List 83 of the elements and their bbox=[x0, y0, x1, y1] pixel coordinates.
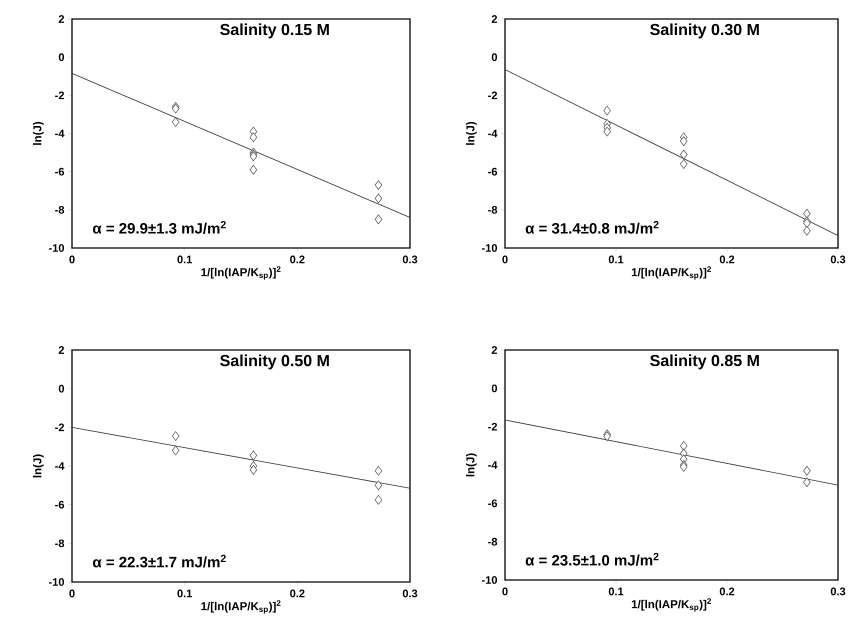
x-tick-label: 0 bbox=[502, 256, 508, 264]
y-tick-label: -4 bbox=[488, 461, 498, 469]
point bbox=[250, 465, 258, 475]
y-tick-label: -8 bbox=[488, 538, 498, 546]
y-tick-label: 2 bbox=[492, 15, 498, 23]
x-tick-label: 0.1 bbox=[177, 590, 192, 598]
x-tick-label: 0.2 bbox=[720, 588, 734, 596]
x-tick-label: 0.3 bbox=[830, 256, 846, 264]
y-tick-label: -10 bbox=[48, 244, 64, 252]
x-tick-label: 0 bbox=[502, 588, 508, 596]
annotation: α = 31.4±0.8 mJ/m$^{2}$ bbox=[526, 220, 659, 234]
point bbox=[250, 164, 258, 175]
point bbox=[374, 466, 382, 476]
y-tick-label: -4 bbox=[488, 130, 498, 138]
y-tick-label: -2 bbox=[488, 422, 498, 431]
y-tick-label: -6 bbox=[488, 168, 498, 176]
point bbox=[603, 126, 611, 136]
y-tick-label: -4 bbox=[55, 462, 64, 470]
y-tick-label: -8 bbox=[55, 539, 64, 548]
point bbox=[680, 159, 688, 169]
x-tick-label: 0 bbox=[69, 256, 75, 264]
chart-title: Salinity 0.50 M bbox=[220, 354, 329, 370]
x-tick-label: 0.1 bbox=[608, 256, 624, 264]
y-tick-label: -6 bbox=[55, 168, 64, 176]
y-tick-label: 2 bbox=[492, 346, 498, 354]
y-axis-title: ln(J) bbox=[466, 453, 477, 476]
x-tick-label: 0.3 bbox=[830, 588, 846, 596]
y-tick-label: 2 bbox=[58, 346, 64, 354]
x-tick-label: 0 bbox=[69, 590, 75, 598]
point bbox=[374, 194, 382, 204]
y-tick-label: -10 bbox=[482, 244, 498, 252]
y-tick-label: -8 bbox=[55, 206, 64, 214]
y-tick-label: 0 bbox=[492, 53, 498, 62]
point bbox=[603, 106, 611, 116]
x-axis-title: 1/[ln(IAP/K$_{sp}$)]$^{2}$ bbox=[201, 600, 281, 614]
point bbox=[803, 466, 811, 476]
x-tick-label: 0.2 bbox=[290, 590, 305, 598]
y-tick-label: -6 bbox=[488, 499, 498, 508]
y-tick-label: 0 bbox=[492, 384, 498, 392]
annotation: α = 23.5±1.0 mJ/m$^{2}$ bbox=[526, 552, 659, 566]
y-tick-label: -8 bbox=[488, 206, 498, 214]
x-tick-label: 0.3 bbox=[402, 256, 418, 264]
y-axis-title: ln(J) bbox=[32, 454, 44, 478]
y-tick-label: 0 bbox=[58, 53, 64, 62]
y-axis-title: ln(J) bbox=[32, 122, 44, 145]
y-tick-label: -6 bbox=[55, 500, 64, 509]
point bbox=[803, 226, 811, 236]
y-tick-label: -10 bbox=[482, 576, 498, 584]
point bbox=[680, 136, 688, 146]
x-tick-label: 0.3 bbox=[402, 590, 418, 598]
annotation: α = 22.3±1.7 mJ/m$^{2}$ bbox=[93, 554, 226, 568]
point bbox=[680, 440, 688, 451]
point bbox=[374, 494, 382, 505]
point bbox=[250, 450, 258, 460]
y-tick-label: 0 bbox=[58, 384, 64, 393]
x-tick-label: 0.1 bbox=[177, 256, 192, 264]
point bbox=[172, 431, 180, 441]
point bbox=[803, 477, 811, 488]
x-axis-title: 1/[ln(IAP/K$_{sp}$)]$^{2}$ bbox=[201, 266, 281, 280]
point bbox=[374, 180, 382, 190]
y-tick-label: -4 bbox=[55, 130, 64, 138]
y-tick-label: -10 bbox=[48, 578, 64, 586]
chart-title: Salinity 0.85 M bbox=[650, 354, 759, 370]
point bbox=[803, 208, 811, 218]
y-axis-title: ln(J) bbox=[466, 122, 477, 145]
point bbox=[374, 214, 382, 224]
point bbox=[250, 132, 258, 142]
x-tick-label: 0.2 bbox=[720, 256, 734, 264]
y-tick-label: -2 bbox=[55, 424, 64, 432]
y-tick-label: -2 bbox=[55, 92, 64, 100]
point bbox=[172, 446, 180, 456]
x-axis-title: 1/[ln(IAP/K$_{sp}$)]$^{2}$ bbox=[632, 598, 712, 612]
point bbox=[680, 150, 688, 160]
x-tick-label: 0.1 bbox=[608, 588, 624, 596]
y-tick-label: -2 bbox=[488, 92, 498, 100]
x-axis-title: 1/[ln(IAP/K$_{sp}$)]$^{2}$ bbox=[632, 266, 712, 280]
y-tick-label: 2 bbox=[58, 15, 64, 23]
annotation: α = 29.9±1.3 mJ/m$^{2}$ bbox=[93, 220, 226, 234]
x-tick-label: 0.2 bbox=[290, 256, 305, 264]
point bbox=[172, 117, 180, 127]
point bbox=[374, 480, 382, 490]
chart-title: Salinity 0.15 M bbox=[220, 23, 329, 38]
chart-title: Salinity 0.30 M bbox=[650, 23, 759, 38]
